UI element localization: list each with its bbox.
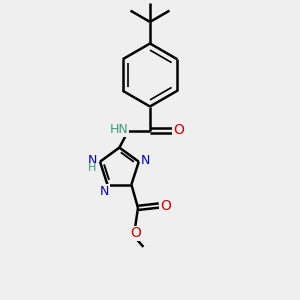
Text: O: O	[160, 199, 171, 212]
Text: N: N	[100, 184, 109, 198]
Text: N: N	[88, 154, 97, 167]
Text: HN: HN	[110, 123, 128, 136]
Text: N: N	[141, 154, 150, 167]
Text: O: O	[173, 124, 184, 137]
Text: H: H	[88, 163, 96, 173]
Text: O: O	[130, 226, 141, 240]
